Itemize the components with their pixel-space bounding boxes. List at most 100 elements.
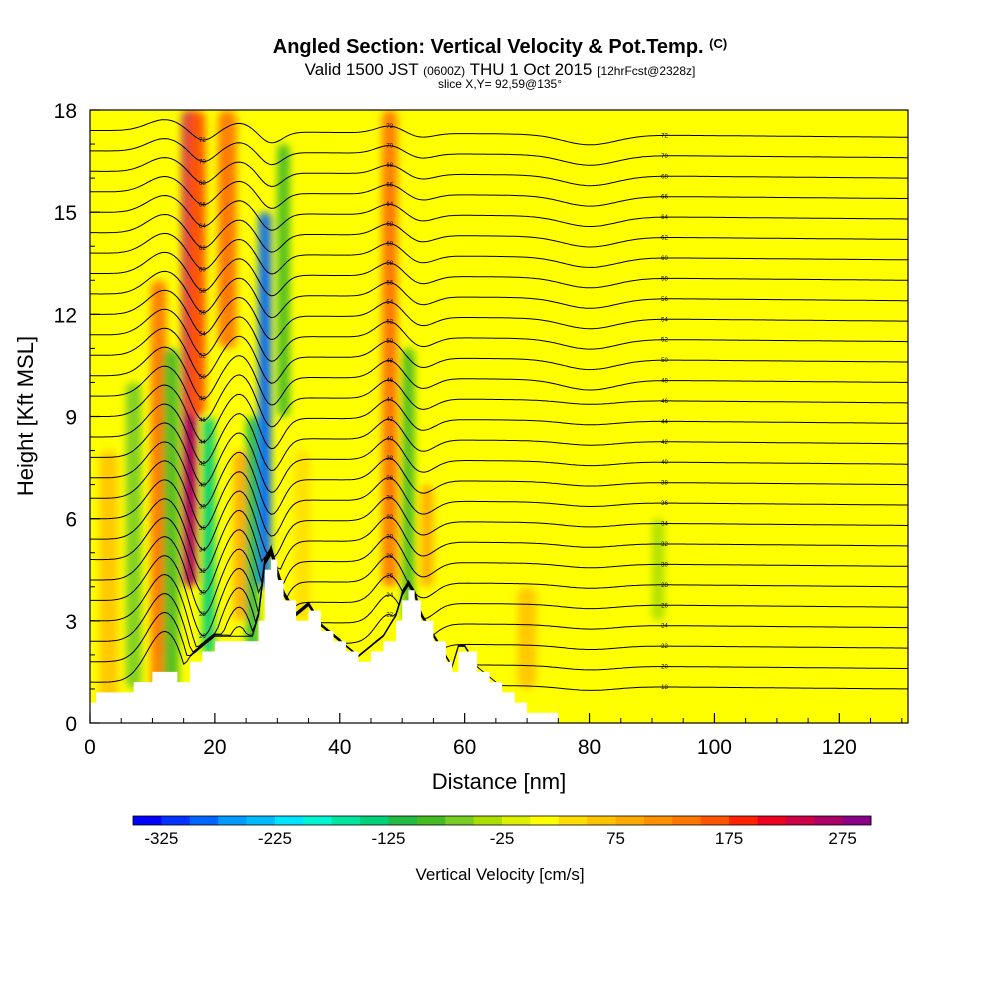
y-tick-label-3: 3 (65, 611, 77, 634)
isentrope-68 (90, 157, 908, 188)
isentrope-label-70-1: 70 (386, 144, 393, 150)
isentrope-label-62-2: 62 (661, 236, 668, 242)
isentrope-label-32-2: 32 (661, 542, 668, 548)
isentrope-label-72-1: 72 (386, 124, 393, 130)
colorbar-swatch-11 (445, 816, 475, 825)
isentrope-38 (90, 441, 908, 515)
isentrope-label-68-0: 68 (199, 181, 206, 187)
isentrope-60 (90, 232, 908, 275)
isentrope-label-26-0: 26 (199, 634, 206, 640)
isentrope-label-32-0: 32 (199, 569, 206, 575)
isentrope-64 (90, 194, 908, 231)
colorbar-label-3: -25 (490, 829, 515, 848)
isentrope-62 (90, 213, 908, 253)
isentrope-label-66-2: 66 (661, 195, 668, 201)
isentrope-label-38-0: 38 (199, 504, 206, 510)
colorbar: -325 -225 -125 -25 75 175 275 (132, 815, 872, 848)
isentrope-label-30-1: 30 (386, 534, 393, 540)
isentrope-label-72-2: 72 (661, 133, 668, 139)
isentrope-label-52-2: 52 (661, 338, 668, 344)
isentrope-label-48-0: 48 (199, 397, 206, 403)
isentrope-44 (90, 384, 908, 450)
isentrope-label-34-2: 34 (661, 522, 668, 528)
isentrope-label-36-2: 36 (661, 501, 668, 507)
isentrope-label-56-1: 56 (386, 280, 393, 286)
colorbar-label-0: -325 (144, 829, 178, 848)
isentrope-20 (90, 552, 908, 671)
isentrope-36 (90, 460, 908, 537)
colorbar-swatch-17 (615, 816, 645, 825)
isentrope-label-28-0: 28 (199, 612, 206, 618)
isentrope-label-64-1: 64 (386, 202, 393, 208)
isentrope-label-54-2: 54 (661, 317, 668, 323)
isentrope-label-26-1: 26 (386, 573, 393, 579)
isentrope-72 (90, 119, 908, 146)
velocity-core-10 (261, 268, 268, 531)
colorbar-swatch-25 (842, 816, 872, 825)
colorbar-swatch-6 (303, 816, 333, 825)
colorbar-label-5: 175 (715, 829, 743, 848)
isentrope-label-22-2: 22 (661, 644, 668, 650)
y-tick-label-12: 12 (54, 304, 77, 327)
isentrope-label-48-1: 48 (386, 359, 393, 365)
isentrope-label-56-0: 56 (199, 310, 206, 316)
isentrope-label-30-2: 30 (661, 562, 668, 568)
y-tick-label-0: 0 (65, 713, 77, 736)
isentrope-label-70-0: 70 (199, 160, 206, 166)
isentrope-46 (90, 365, 908, 428)
velocity-core-13 (385, 181, 394, 516)
isentrope-56 (90, 270, 908, 319)
chart-subtitle: Valid 1500 JST (0600Z) THU 1 Oct 2015 [1… (0, 60, 1000, 80)
isentrope-52 (90, 308, 908, 362)
x-axis-label: Distance [nm] (432, 769, 567, 794)
isentrope-label-64-0: 64 (199, 224, 206, 230)
isentrope-label-20-2: 20 (661, 665, 668, 671)
colorbar-border (132, 815, 872, 826)
velocity-streak-8 (233, 450, 247, 621)
y-tick-label-9: 9 (65, 407, 77, 430)
x-axis: 0 20 40 60 80 100 120 (84, 713, 903, 759)
isentrope-label-24-1: 24 (386, 593, 393, 599)
terrain-fill (90, 559, 908, 723)
isentrope-label-32-1: 32 (386, 515, 393, 521)
isentrope-label-34-1: 34 (386, 495, 393, 501)
isentrope-label-60-2: 60 (661, 256, 668, 262)
isentrope-contours: 18 20 22 22 24 24 26 26 26 28 28 28 30 30 30 32 32 32 34 34… (90, 119, 908, 691)
isentrope-label-44-2: 44 (661, 419, 668, 425)
isentrope-label-62-0: 62 (199, 246, 206, 252)
isentrope-42 (90, 403, 908, 472)
isentrope-label-38-2: 38 (661, 481, 668, 487)
velocity-streak-1 (125, 382, 142, 689)
velocity-streak-12 (294, 450, 311, 621)
colorbar-label-1: -225 (258, 829, 292, 848)
isentrope-label-46-1: 46 (386, 378, 393, 384)
isentrope-label-50-1: 50 (386, 339, 393, 345)
velocity-streak-14 (402, 348, 415, 621)
isentrope-label-28-2: 28 (661, 583, 668, 589)
isentrope-70 (90, 138, 908, 166)
isentrope-label-70-2: 70 (661, 154, 668, 160)
isentrope-label-22-1: 22 (386, 613, 393, 619)
isentrope-label-40-2: 40 (661, 460, 668, 466)
valid-utc: (0600Z) (423, 64, 466, 78)
chart-title-main: Angled Section: Vertical Velocity & Pot.… (272, 36, 704, 58)
colorbar-swatch-18 (643, 816, 673, 825)
colorbar-swatch-4 (246, 816, 276, 825)
x-tick-label-60: 60 (453, 736, 476, 759)
colorbar-swatch-3 (218, 816, 248, 825)
isentrope-label-26-2: 26 (661, 603, 668, 609)
isentrope-label-34-0: 34 (199, 548, 206, 554)
isentrope-label-42-1: 42 (386, 417, 393, 423)
colorbar-swatch-7 (331, 816, 361, 825)
isentrope-label-36-0: 36 (199, 526, 206, 532)
isentrope-28 (90, 536, 908, 615)
isentrope-label-44-0: 44 (199, 440, 206, 446)
isentrope-label-58-1: 58 (386, 261, 393, 267)
colorbar-swatch-21 (729, 816, 758, 825)
isentrope-label-54-0: 54 (199, 332, 206, 338)
colorbar-swatch-20 (700, 816, 730, 825)
isentrope-label-18-2: 18 (661, 685, 668, 691)
isentrope-label-60-0: 60 (199, 267, 206, 273)
isentrope-48 (90, 346, 908, 406)
x-tick-label-100: 100 (697, 736, 732, 759)
